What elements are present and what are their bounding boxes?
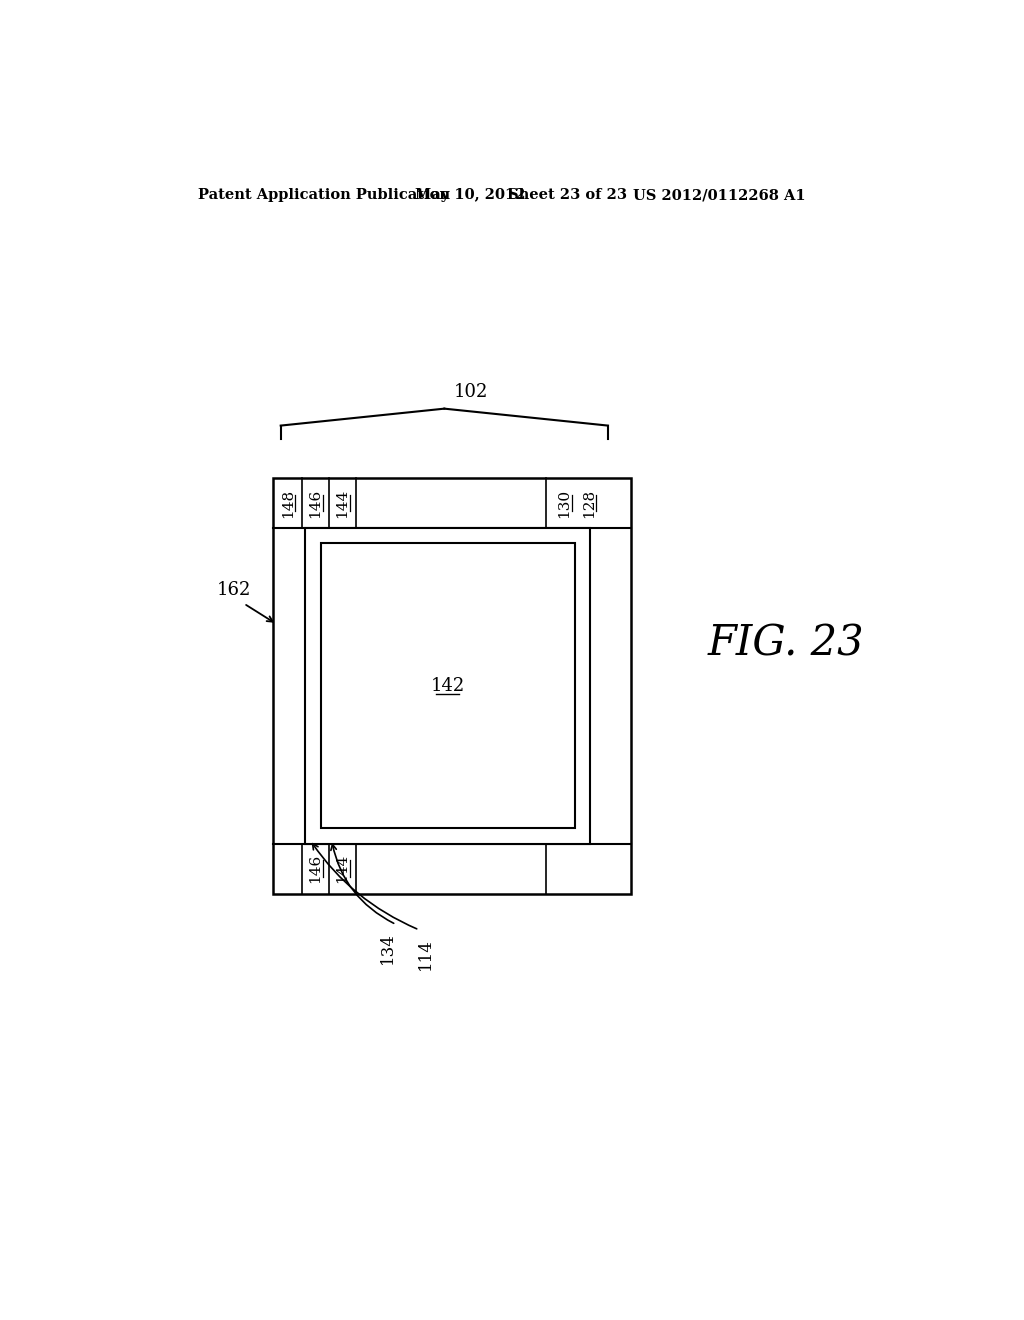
Text: Sheet 23 of 23: Sheet 23 of 23 — [508, 189, 627, 202]
Bar — [273, 478, 631, 894]
Text: 128: 128 — [582, 488, 596, 517]
Text: US 2012/0112268 A1: US 2012/0112268 A1 — [633, 189, 805, 202]
Text: 130: 130 — [557, 488, 571, 517]
Text: 134: 134 — [379, 932, 395, 964]
Text: 102: 102 — [454, 383, 488, 401]
Text: 144: 144 — [335, 854, 349, 883]
Text: 162: 162 — [217, 581, 251, 598]
Text: 148: 148 — [281, 488, 295, 517]
Text: 142: 142 — [431, 677, 465, 694]
Text: 144: 144 — [335, 488, 349, 517]
Text: May 10, 2012: May 10, 2012 — [416, 189, 526, 202]
Text: 114: 114 — [417, 937, 434, 969]
Text: 146: 146 — [308, 854, 323, 883]
Text: Patent Application Publication: Patent Application Publication — [199, 189, 451, 202]
Bar — [305, 528, 590, 843]
Text: FIG. 23: FIG. 23 — [708, 623, 864, 664]
Text: 146: 146 — [308, 488, 323, 517]
Bar — [321, 544, 574, 829]
